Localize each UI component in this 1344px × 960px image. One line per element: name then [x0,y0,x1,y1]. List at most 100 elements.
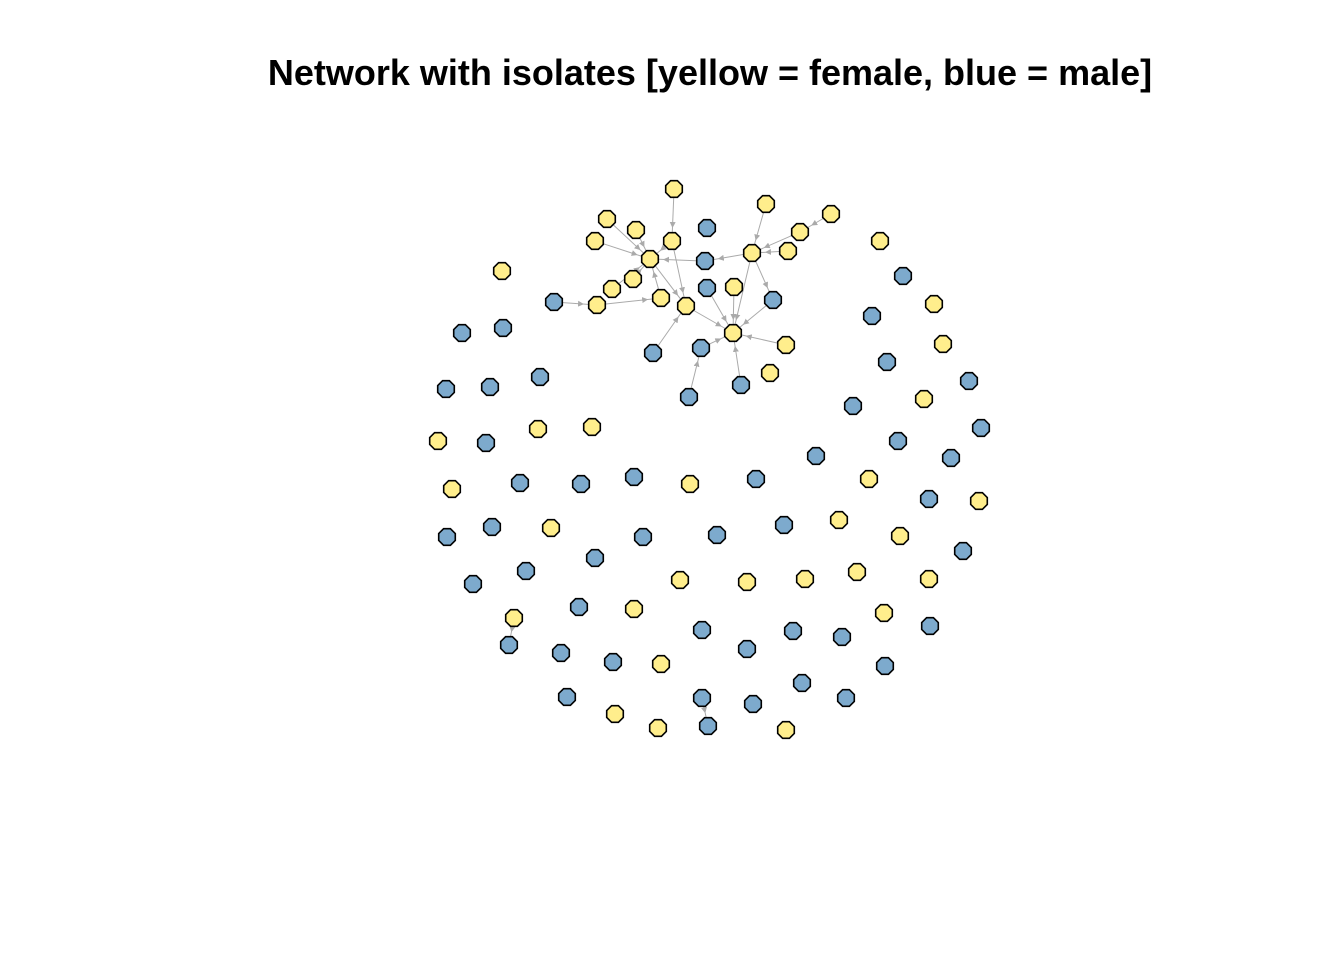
male-node [482,517,502,537]
male-node [585,548,605,568]
female-node [821,204,841,224]
male-node [941,448,961,468]
female-node [428,431,448,451]
network-edge [713,254,744,261]
male-node [695,251,715,271]
male-node [737,639,757,659]
male-node [959,371,979,391]
female-node [778,241,798,261]
male-node [551,643,571,663]
female-node [790,222,810,242]
male-node [692,688,712,708]
male-node [679,387,699,407]
network-edge [690,356,700,389]
network-edge [605,297,653,305]
network-edge [639,237,647,252]
male-node [499,635,519,655]
male-node [544,292,564,312]
network-edge [711,295,729,326]
male-node [731,375,751,395]
network-edge [732,341,741,377]
female-node [585,231,605,251]
female-node [742,243,762,263]
female-node [602,279,622,299]
female-node [623,269,643,289]
female-node [582,417,602,437]
male-node [437,527,457,547]
network-edge [760,248,780,255]
female-node [924,294,944,314]
male-node [862,306,882,326]
male-node [893,266,913,286]
network-edge [807,218,824,228]
network-edge [669,197,676,233]
male-node [836,688,856,708]
female-node [776,720,796,740]
female-node [492,261,512,281]
network-edge [754,212,764,245]
female-node [587,295,607,315]
network-edge [693,310,726,329]
male-node [832,627,852,647]
male-node [697,278,717,298]
network-edge [613,224,644,254]
network-edge [562,300,589,307]
network-edge [734,261,751,325]
female-node [933,334,953,354]
male-node [743,694,763,714]
male-node [792,673,812,693]
male-node [920,616,940,636]
female-node [640,249,660,269]
male-node [806,446,826,466]
male-node [624,467,644,487]
female-node [859,469,879,489]
female-node [442,479,462,499]
female-node [648,718,668,738]
male-node [707,525,727,545]
network-edge [701,706,707,718]
female-node [605,704,625,724]
female-node [914,389,934,409]
male-node [697,218,717,238]
male-node [633,527,653,547]
male-node [698,716,718,736]
network-edge [603,243,642,257]
male-node [783,621,803,641]
female-node [651,288,671,308]
male-node [692,620,712,640]
female-node [670,570,690,590]
network-edge [656,244,667,254]
male-node [875,656,895,676]
male-node [463,574,483,594]
male-node [452,323,472,343]
female-node [680,474,700,494]
network-edge [739,305,767,328]
network-edge [657,313,682,346]
female-node [651,654,671,674]
female-node [724,277,744,297]
network-edge [759,235,793,250]
network-edge [708,336,726,345]
female-node [664,179,684,199]
network-edge [651,267,660,290]
network-edge [755,260,770,293]
female-node [760,363,780,383]
female-node [626,220,646,240]
male-node [888,431,908,451]
edges-layer [509,197,824,718]
nodes-layer [428,179,991,740]
male-node [557,687,577,707]
female-node [597,209,617,229]
male-node [971,418,991,438]
female-node [829,510,849,530]
network-edge [658,256,697,263]
male-node [530,367,550,387]
male-node [763,290,783,310]
male-node [493,318,513,338]
male-node [843,396,863,416]
female-node [756,194,776,214]
male-node [953,541,973,561]
male-node [436,379,456,399]
female-node [624,599,644,619]
female-node [528,419,548,439]
